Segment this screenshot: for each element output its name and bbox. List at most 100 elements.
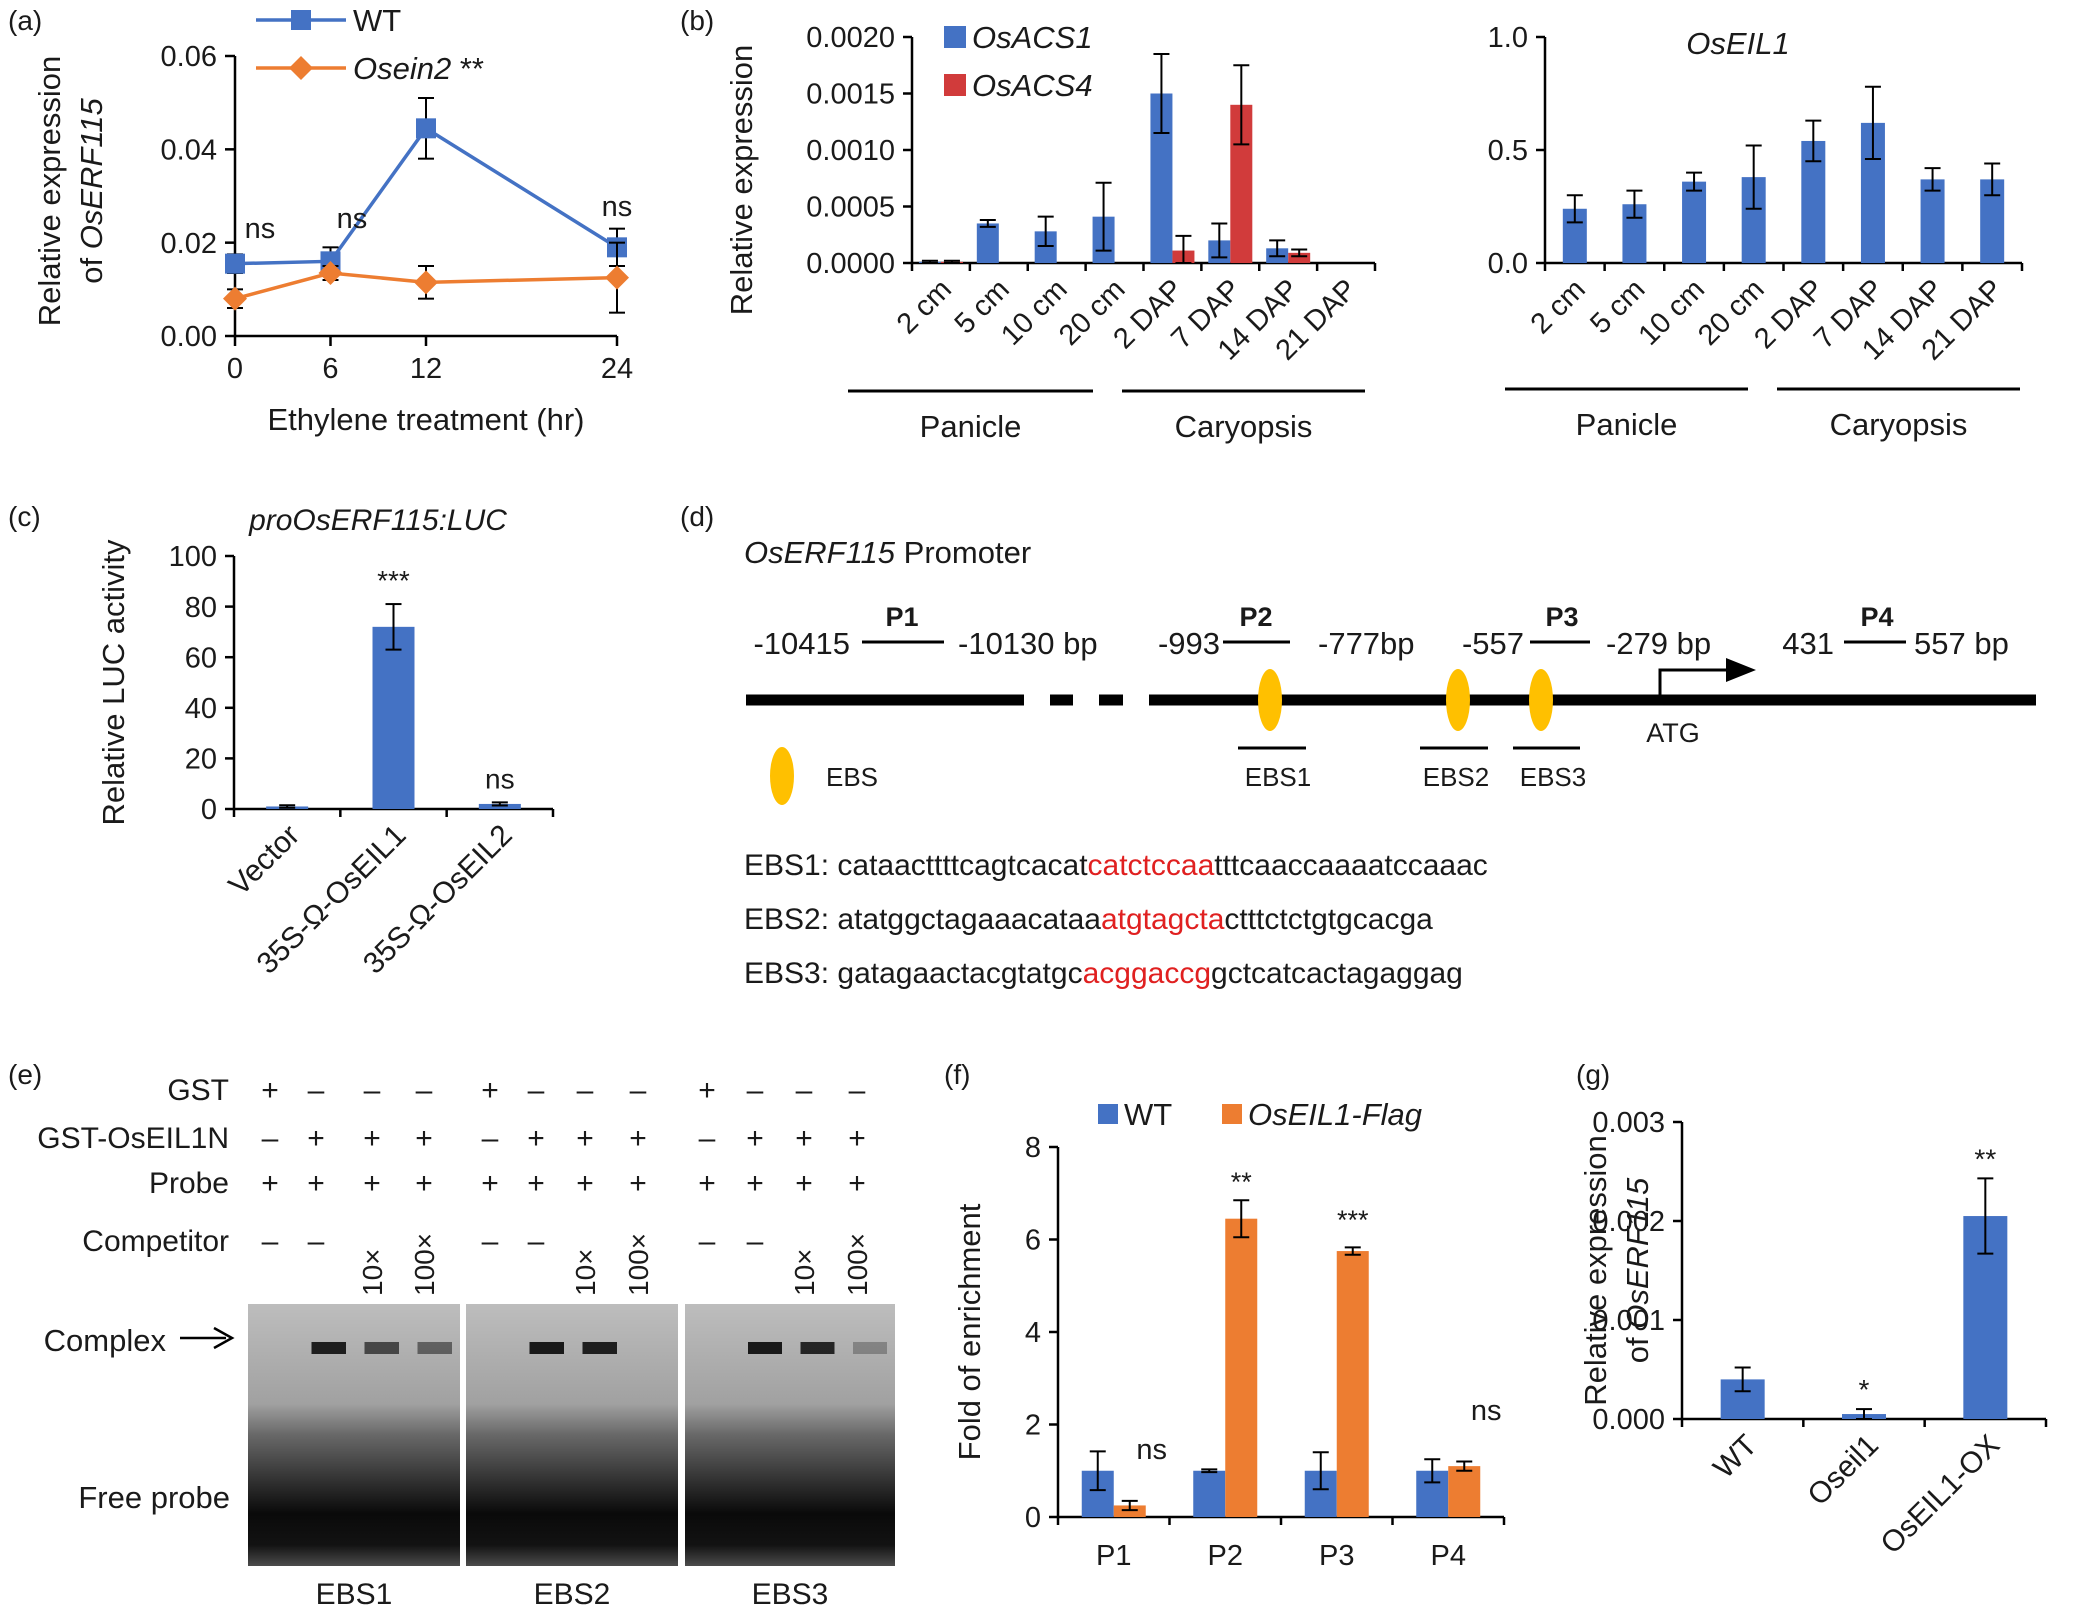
probe-end: -777bp <box>1318 626 1415 661</box>
y-axis-label: Relative expression <box>32 56 67 327</box>
data-point <box>414 270 438 295</box>
sequence-post: gctcatcactagaggag <box>1211 957 1463 990</box>
probe-start: -557 <box>1462 626 1524 661</box>
significance-label: ** <box>1974 1143 1996 1174</box>
legend-marker <box>291 10 311 30</box>
emsa-cell: – <box>528 1074 545 1107</box>
x-tick-label: P3 <box>1319 1540 1354 1572</box>
chart-c: 020406080100Vector35S-Ω-OsEIL135S-Ω-OsEI… <box>96 504 555 980</box>
emsa-row-label: Competitor <box>82 1225 229 1258</box>
y-axis-label: Relative expression <box>1578 1135 1613 1406</box>
sequence-label: EBS1: <box>744 849 837 882</box>
emsa-cell: 100× <box>623 1233 654 1296</box>
bar <box>478 803 521 809</box>
y-tick-label: 60 <box>185 642 217 674</box>
emsa-cell: – <box>262 1122 279 1155</box>
y-tick-label: 0.0020 <box>806 22 895 54</box>
emsa-cell: – <box>364 1074 381 1107</box>
emsa-row-label: GST-OsEIL1N <box>37 1122 229 1155</box>
legend-label: OsEIL1-Flag <box>1248 1097 1422 1132</box>
emsa-cell: + <box>363 1122 381 1155</box>
x-tick-label: P2 <box>1208 1540 1243 1572</box>
ebs-legend-oval <box>770 747 794 805</box>
significance-label: ns <box>245 213 276 245</box>
emsa-cell: + <box>307 1122 325 1155</box>
emsa-cell: + <box>848 1122 866 1155</box>
bar <box>1034 231 1057 263</box>
emsa-cell: + <box>527 1122 545 1155</box>
legend-swatch <box>944 26 966 48</box>
panel-label-b: (b) <box>680 5 714 36</box>
y-tick-label: 20 <box>185 744 217 776</box>
promoter-title: OsERF115 Promoter <box>744 535 1031 570</box>
y-tick-label: 0.000 <box>1592 1404 1665 1436</box>
emsa-blot-ebs1 <box>248 1304 460 1566</box>
ebs-label: EBS1 <box>1245 762 1312 792</box>
emsa-cell: + <box>481 1167 499 1200</box>
emsa-cell: + <box>307 1167 325 1200</box>
significance-label: ns <box>485 763 515 794</box>
series-line <box>234 271 618 301</box>
y-tick-label: 0.5 <box>1488 135 1528 167</box>
significance-label: *** <box>377 565 410 596</box>
ebs-oval <box>1258 669 1282 731</box>
legend-label: WT <box>353 3 401 38</box>
legend-label: WT <box>1124 1097 1172 1132</box>
significance-label: ns <box>1471 1395 1502 1427</box>
y-tick-label: 2 <box>1025 1410 1041 1442</box>
x-tick-label: Oseil1 <box>1801 1429 1884 1512</box>
emsa-cell: + <box>629 1122 647 1155</box>
bar <box>976 223 999 263</box>
bar <box>1448 1466 1481 1517</box>
probe-start: -993 <box>1158 626 1220 661</box>
emsa-cell: + <box>363 1167 381 1200</box>
y-axis-label: Relative expression <box>724 45 759 316</box>
emsa-cell: – <box>577 1074 594 1107</box>
blot-label: EBS1 <box>316 1578 393 1608</box>
bar <box>1225 1218 1258 1517</box>
emsa-cell: – <box>747 1074 764 1107</box>
sequence-line: EBS1: cataacttttcagtcacatcatctccaatttcaa… <box>744 849 1488 882</box>
group-label: Panicle <box>1576 407 1678 442</box>
emsa-cell: + <box>746 1122 764 1155</box>
x-tick-label: P1 <box>1096 1540 1131 1572</box>
complex-label: Complex <box>44 1323 167 1358</box>
x-tick-label: 2 cm <box>1525 273 1592 340</box>
data-point <box>223 286 247 311</box>
y-axis-label: of OsERF115 <box>74 97 109 283</box>
legend-label: OsACS4 <box>972 68 1093 103</box>
y-tick-label: 1.0 <box>1488 22 1528 54</box>
y-tick-label: 0.0005 <box>806 192 895 224</box>
y-tick-label: 0.0010 <box>806 135 895 167</box>
emsa-cell: 100× <box>409 1233 440 1296</box>
x-tick-label: 2 cm <box>891 273 958 340</box>
panel-label-d: (d) <box>680 501 714 532</box>
sequence-list: EBS1: cataacttttcagtcacatcatctccaatttcaa… <box>744 849 1488 990</box>
ebs-legend-label: EBS <box>826 762 878 792</box>
x-tick-label: 24 <box>601 353 633 385</box>
y-tick-label: 6 <box>1025 1225 1041 1257</box>
y-tick-label: 0.003 <box>1592 1107 1665 1139</box>
emsa-cell: – <box>699 1225 716 1258</box>
y-tick-label: 100 <box>169 541 217 573</box>
emsa-cell: + <box>481 1074 499 1107</box>
chart-title: proOsERF115:LUC <box>248 504 507 537</box>
probe-end: -279 bp <box>1606 626 1711 661</box>
y-tick-label: 0.0015 <box>806 79 895 111</box>
y-tick-label: 0.02 <box>161 228 217 260</box>
ebs-oval <box>1446 669 1470 731</box>
x-tick-label: 10 cm <box>995 273 1073 351</box>
y-tick-label: 0.0000 <box>806 248 895 280</box>
promoter-gap <box>1024 693 1050 707</box>
y-tick-label: 80 <box>185 592 217 624</box>
emsa-blot-ebs2 <box>466 1304 678 1566</box>
y-axis-label: of OsERF115 <box>1620 1177 1655 1363</box>
x-tick-label: 0 <box>227 353 243 385</box>
y-tick-label: 0.0 <box>1488 248 1528 280</box>
x-tick-label: 10 cm <box>1633 273 1711 351</box>
bar <box>1920 179 1945 263</box>
